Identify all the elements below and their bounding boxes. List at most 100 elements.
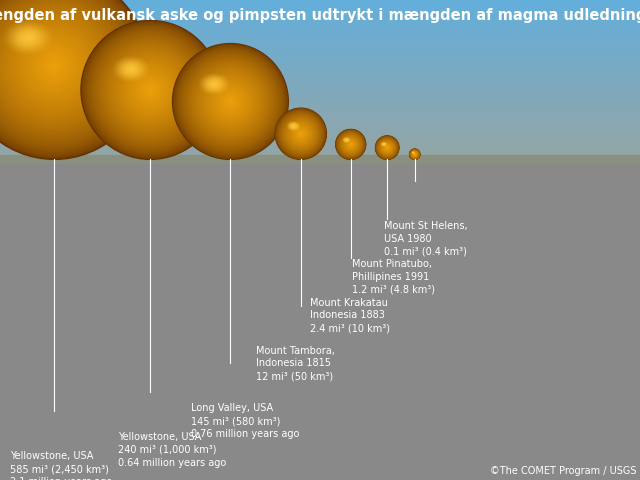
Ellipse shape: [214, 85, 247, 118]
Ellipse shape: [287, 120, 315, 148]
Ellipse shape: [411, 150, 419, 158]
Ellipse shape: [295, 128, 307, 139]
Ellipse shape: [376, 136, 399, 159]
Ellipse shape: [179, 50, 282, 153]
Ellipse shape: [385, 145, 390, 150]
Ellipse shape: [382, 143, 386, 145]
Ellipse shape: [348, 141, 354, 148]
Ellipse shape: [53, 64, 56, 67]
Ellipse shape: [379, 139, 396, 156]
Ellipse shape: [284, 117, 318, 151]
Ellipse shape: [111, 50, 189, 129]
Ellipse shape: [209, 81, 220, 88]
Ellipse shape: [276, 109, 325, 158]
Ellipse shape: [23, 35, 86, 97]
Ellipse shape: [410, 149, 420, 159]
Ellipse shape: [192, 63, 269, 140]
Ellipse shape: [380, 140, 395, 155]
Ellipse shape: [300, 133, 301, 134]
Ellipse shape: [97, 36, 204, 143]
Ellipse shape: [343, 136, 358, 152]
Ellipse shape: [379, 140, 396, 156]
Ellipse shape: [223, 94, 238, 109]
Ellipse shape: [410, 149, 420, 159]
Ellipse shape: [81, 21, 220, 159]
Ellipse shape: [135, 75, 166, 105]
Ellipse shape: [12, 26, 45, 49]
Ellipse shape: [22, 34, 34, 42]
Ellipse shape: [412, 151, 418, 157]
Ellipse shape: [287, 120, 314, 147]
Ellipse shape: [205, 78, 223, 90]
Ellipse shape: [339, 133, 362, 156]
Ellipse shape: [383, 143, 385, 145]
Ellipse shape: [127, 67, 173, 113]
Ellipse shape: [180, 51, 280, 152]
Ellipse shape: [126, 66, 175, 114]
Ellipse shape: [149, 89, 152, 91]
Ellipse shape: [385, 145, 389, 150]
Ellipse shape: [228, 99, 232, 103]
Ellipse shape: [298, 131, 304, 137]
Ellipse shape: [143, 83, 157, 97]
Ellipse shape: [285, 119, 316, 149]
Ellipse shape: [337, 131, 364, 158]
Ellipse shape: [136, 76, 164, 104]
Ellipse shape: [296, 129, 305, 138]
Ellipse shape: [286, 120, 316, 148]
Ellipse shape: [216, 87, 245, 116]
Ellipse shape: [384, 144, 390, 151]
Ellipse shape: [278, 111, 324, 157]
Ellipse shape: [102, 41, 199, 139]
Ellipse shape: [138, 77, 163, 103]
Ellipse shape: [297, 130, 305, 138]
Ellipse shape: [133, 72, 168, 108]
Ellipse shape: [27, 36, 29, 39]
Ellipse shape: [0, 0, 136, 147]
Ellipse shape: [413, 153, 416, 155]
Ellipse shape: [0, 0, 134, 145]
Ellipse shape: [344, 137, 358, 152]
Ellipse shape: [198, 69, 263, 134]
Ellipse shape: [348, 142, 353, 147]
Ellipse shape: [412, 152, 417, 157]
Ellipse shape: [298, 131, 304, 137]
Ellipse shape: [212, 83, 249, 120]
Ellipse shape: [289, 122, 313, 146]
Ellipse shape: [348, 142, 353, 147]
Ellipse shape: [183, 54, 278, 149]
Ellipse shape: [381, 142, 393, 153]
Ellipse shape: [278, 112, 323, 156]
Ellipse shape: [414, 154, 415, 155]
Ellipse shape: [275, 108, 326, 159]
Ellipse shape: [96, 36, 205, 144]
Ellipse shape: [37, 48, 72, 83]
Ellipse shape: [0, 0, 137, 148]
Ellipse shape: [340, 134, 361, 155]
Ellipse shape: [285, 118, 317, 150]
Ellipse shape: [42, 53, 67, 78]
Ellipse shape: [131, 70, 170, 109]
Ellipse shape: [286, 119, 316, 149]
Ellipse shape: [383, 143, 392, 152]
Ellipse shape: [208, 80, 220, 88]
Ellipse shape: [282, 116, 319, 152]
Ellipse shape: [345, 139, 348, 141]
Ellipse shape: [277, 110, 324, 157]
Ellipse shape: [381, 142, 393, 154]
Ellipse shape: [414, 154, 415, 155]
Ellipse shape: [383, 144, 391, 152]
Ellipse shape: [380, 141, 394, 155]
Ellipse shape: [221, 93, 239, 110]
Ellipse shape: [410, 150, 419, 158]
Ellipse shape: [0, 0, 129, 141]
Ellipse shape: [412, 152, 417, 157]
Ellipse shape: [13, 27, 44, 48]
Ellipse shape: [377, 137, 397, 158]
Ellipse shape: [117, 56, 184, 123]
Ellipse shape: [346, 139, 348, 141]
Ellipse shape: [281, 114, 321, 154]
Ellipse shape: [284, 117, 317, 150]
Ellipse shape: [338, 132, 364, 157]
Ellipse shape: [344, 138, 349, 142]
